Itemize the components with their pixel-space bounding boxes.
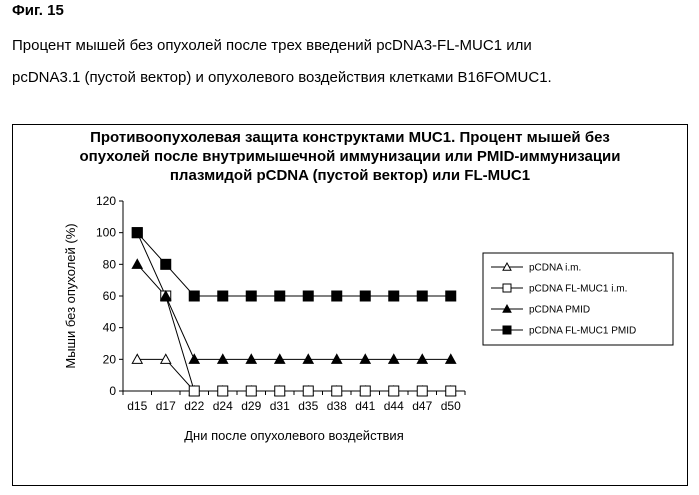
data-point-series-3 bbox=[246, 354, 256, 363]
data-point-series-3 bbox=[132, 259, 142, 268]
data-point-series-2 bbox=[446, 386, 456, 396]
legend-label: pCDNA FL-MUC1 PMID bbox=[529, 326, 636, 337]
x-tick-label: d47 bbox=[412, 399, 432, 413]
line-chart: 0 20 40 60 80 100 120 d15 d17 d22 d24 d29 d31 d35 d38 d… bbox=[13, 125, 689, 487]
y-tick-label: 60 bbox=[103, 289, 117, 303]
data-point-series-4 bbox=[275, 291, 285, 301]
data-point-series-2 bbox=[389, 386, 399, 396]
y-tick-label: 0 bbox=[109, 384, 116, 398]
legend-label: pCDNA PMID bbox=[529, 305, 590, 316]
data-point-series-1 bbox=[132, 354, 142, 363]
y-axis-title: Мыши без опухолей (%) bbox=[63, 223, 78, 368]
data-point-series-3 bbox=[332, 354, 342, 363]
x-axis-title: Дни после опухолевого воздействия bbox=[184, 428, 403, 443]
y-tick-label: 80 bbox=[103, 257, 117, 271]
caption-line-1: Процент мышей без опухолей после трех вв… bbox=[12, 30, 692, 62]
x-tick-label: d17 bbox=[156, 399, 176, 413]
data-point-series-4 bbox=[189, 291, 199, 301]
data-point-series-2 bbox=[303, 386, 313, 396]
data-point-series-3 bbox=[189, 354, 199, 363]
data-point-series-3 bbox=[275, 354, 285, 363]
data-point-series-2 bbox=[275, 386, 285, 396]
data-point-series-2 bbox=[417, 386, 427, 396]
x-tick-label: d50 bbox=[441, 399, 461, 413]
legend-label: pCDNA FL-MUC1 i.m. bbox=[529, 284, 627, 295]
data-point-series-3 bbox=[218, 354, 228, 363]
legend-marker bbox=[503, 326, 511, 334]
data-point-series-1 bbox=[161, 354, 171, 363]
data-point-series-4 bbox=[246, 291, 256, 301]
x-tick-label: d35 bbox=[298, 399, 318, 413]
data-point-series-4 bbox=[132, 228, 142, 238]
data-point-series-3 bbox=[446, 354, 456, 363]
y-tick-label: 120 bbox=[96, 194, 116, 208]
data-point-series-3 bbox=[389, 354, 399, 363]
series-line-1 bbox=[137, 359, 451, 391]
x-tick-label: d31 bbox=[270, 399, 290, 413]
data-point-series-2 bbox=[360, 386, 370, 396]
data-point-series-2 bbox=[218, 386, 228, 396]
x-tick-label: d24 bbox=[213, 399, 233, 413]
series-line-2 bbox=[137, 233, 451, 391]
y-tick-label: 40 bbox=[103, 321, 117, 335]
data-point-series-2 bbox=[189, 386, 199, 396]
data-point-series-4 bbox=[417, 291, 427, 301]
x-tick-label: d22 bbox=[184, 399, 204, 413]
x-tick-label: d38 bbox=[327, 399, 347, 413]
data-point-series-4 bbox=[360, 291, 370, 301]
data-point-series-2 bbox=[332, 386, 342, 396]
series-line-4 bbox=[137, 233, 451, 296]
figure-caption: Процент мышей без опухолей после трех вв… bbox=[12, 30, 692, 94]
data-point-series-3 bbox=[303, 354, 313, 363]
x-tick-label: d29 bbox=[241, 399, 261, 413]
data-point-series-4 bbox=[303, 291, 313, 301]
caption-line-2: pcDNA3.1 (пустой вектор) и опухолевого в… bbox=[12, 62, 692, 94]
data-point-series-4 bbox=[161, 259, 171, 269]
x-tick-label: d41 bbox=[355, 399, 375, 413]
y-tick-label: 100 bbox=[96, 226, 116, 240]
data-point-series-2 bbox=[246, 386, 256, 396]
data-point-series-3 bbox=[417, 354, 427, 363]
series-line-3 bbox=[137, 264, 451, 359]
chart-frame: Противоопухолевая защита конструктами MU… bbox=[12, 124, 688, 486]
data-point-series-3 bbox=[360, 354, 370, 363]
x-tick-label: d44 bbox=[384, 399, 404, 413]
x-tick-label: d15 bbox=[127, 399, 147, 413]
data-point-series-4 bbox=[218, 291, 228, 301]
data-point-series-4 bbox=[446, 291, 456, 301]
y-tick-label: 20 bbox=[103, 352, 117, 366]
legend-marker bbox=[503, 284, 511, 292]
data-point-series-4 bbox=[332, 291, 342, 301]
data-point-series-4 bbox=[389, 291, 399, 301]
figure-label: Фиг. 15 bbox=[12, 2, 64, 19]
legend-label: pCDNA i.m. bbox=[529, 263, 581, 274]
